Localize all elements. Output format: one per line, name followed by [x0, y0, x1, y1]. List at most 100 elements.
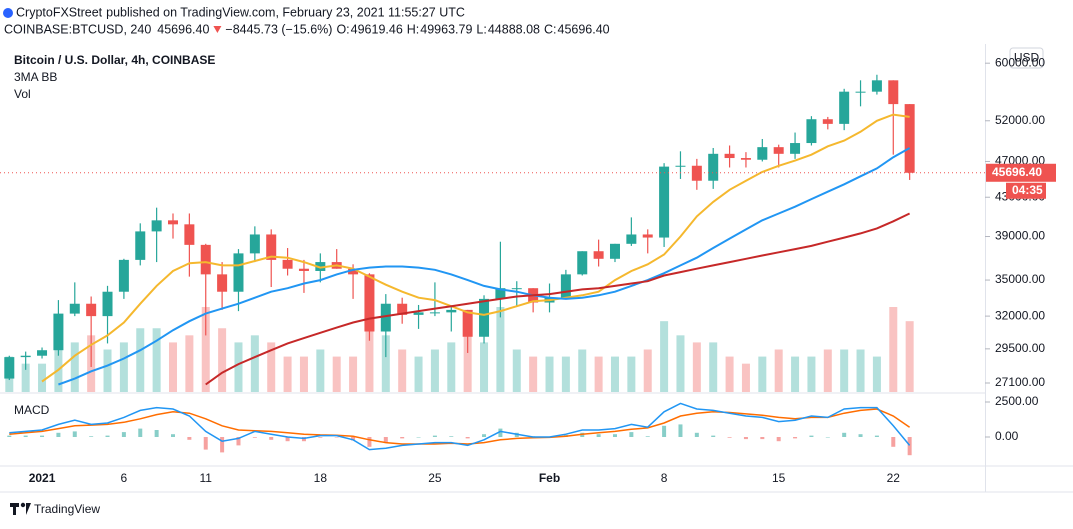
volume-bar — [905, 321, 914, 392]
volume-bar — [741, 363, 750, 392]
volume-bar — [496, 307, 505, 392]
candle-body — [773, 147, 784, 154]
macd-histogram-bar — [351, 437, 356, 441]
countdown-label: 04:35 — [1012, 183, 1043, 197]
footer-brand: TradingView — [34, 502, 100, 516]
volume-bar — [365, 328, 374, 392]
moving-average — [58, 147, 911, 386]
candle-body — [511, 288, 522, 290]
candle-body — [20, 355, 31, 358]
macd-histogram-bar — [7, 435, 12, 437]
logo-dot — [20, 502, 26, 508]
macd-histogram-bar — [825, 437, 830, 438]
macd-histogram-bar — [23, 435, 28, 437]
candle-body — [740, 158, 751, 160]
macd-line — [9, 402, 911, 451]
macd-histogram-bar — [121, 432, 126, 437]
x-tick-label: Feb — [539, 471, 560, 485]
candle-body — [118, 259, 129, 292]
footer-logo — [10, 502, 31, 515]
candle-body — [888, 80, 899, 105]
candle-body — [413, 312, 424, 315]
logo-bar — [13, 503, 16, 515]
volume-bar — [70, 342, 79, 392]
candle-body — [397, 303, 408, 315]
macd-histogram-bar — [776, 437, 781, 442]
last-price-label: 45696.40 — [992, 165, 1042, 179]
macd-histogram-bar — [203, 437, 208, 450]
macd-histogram-bar — [891, 437, 896, 447]
macd-histogram-bar — [154, 430, 159, 437]
volume-bar — [201, 307, 210, 392]
macd-histogram-bar — [89, 436, 94, 437]
macd-histogram-bar — [252, 437, 257, 438]
currency-label[interactable]: USD — [1014, 51, 1040, 65]
x-tick-label: 22 — [887, 471, 901, 485]
down-arrow — [213, 26, 222, 33]
macd-histogram-bar — [138, 428, 143, 437]
header-text: −8445.73 (−15.6%) — [225, 22, 332, 36]
macd-histogram-bar — [285, 437, 290, 442]
volume-bar — [610, 356, 619, 392]
header-text: H: — [407, 22, 420, 36]
macd-histogram-bar — [743, 437, 748, 440]
volume-bar — [316, 349, 325, 392]
volume-bar — [480, 342, 489, 392]
y-tick-label: 39000.00 — [995, 229, 1045, 243]
volume-bar — [889, 307, 898, 392]
volume-bar — [447, 342, 456, 392]
macd-histogram-bar — [105, 435, 110, 437]
macd-histogram-bar — [187, 437, 192, 440]
volume-bar — [250, 335, 259, 392]
macd-histogram-bar — [874, 435, 879, 437]
macd-histogram-bar — [432, 435, 437, 437]
volume-bar — [332, 356, 341, 392]
candle-body — [462, 309, 473, 337]
candle-body — [577, 251, 588, 275]
volume-bar — [725, 356, 734, 392]
candle-body — [495, 288, 506, 299]
candle-body — [446, 309, 457, 313]
volume-bar — [21, 363, 30, 392]
legend-vol: Vol — [14, 87, 31, 101]
macd-histogram-bar — [318, 437, 323, 438]
legend-title: Bitcoin / U.S. Dollar, 4h, COINBASE — [14, 53, 215, 67]
macd-histogram-bar — [236, 437, 241, 446]
candle-body — [282, 259, 293, 269]
macd-histogram-bar — [269, 437, 274, 440]
macd-histogram-bar — [629, 432, 634, 437]
candle-body — [839, 91, 850, 124]
volume-bar — [676, 335, 685, 392]
last-price-box — [986, 163, 1056, 182]
moving-average — [41, 113, 910, 383]
volume-bar — [38, 363, 47, 392]
volume-bar — [807, 356, 816, 392]
volume-bar — [119, 342, 128, 392]
volume-bar — [791, 356, 800, 392]
moving-average — [205, 212, 911, 386]
candle-body — [429, 312, 440, 314]
x-tick-label: 6 — [121, 471, 128, 485]
candle-body — [364, 274, 375, 332]
macd-histogram-bar — [612, 434, 617, 437]
candle-body — [642, 234, 653, 238]
macd-histogram-bar — [40, 435, 45, 437]
candle-body — [86, 303, 97, 317]
volume-bar — [627, 356, 636, 392]
candle-body — [53, 313, 64, 351]
header-text: 45696.40 — [558, 22, 610, 36]
header-text: C: — [544, 22, 557, 36]
author-avatar — [3, 8, 13, 18]
macd-histogram-bar — [858, 434, 863, 437]
header-text: 45696.40 — [157, 22, 209, 36]
candle-body — [822, 119, 833, 124]
currency-button[interactable] — [1009, 47, 1044, 69]
volume-bar — [169, 342, 177, 392]
header-text: published on TradingView.com, February 2… — [106, 5, 465, 19]
volume-bar — [692, 342, 701, 392]
macd-histogram-bar — [171, 434, 175, 437]
candle-body — [266, 234, 277, 260]
x-tick-label: 2021 — [29, 471, 56, 485]
y-tick-label: 60000.00 — [995, 55, 1045, 69]
